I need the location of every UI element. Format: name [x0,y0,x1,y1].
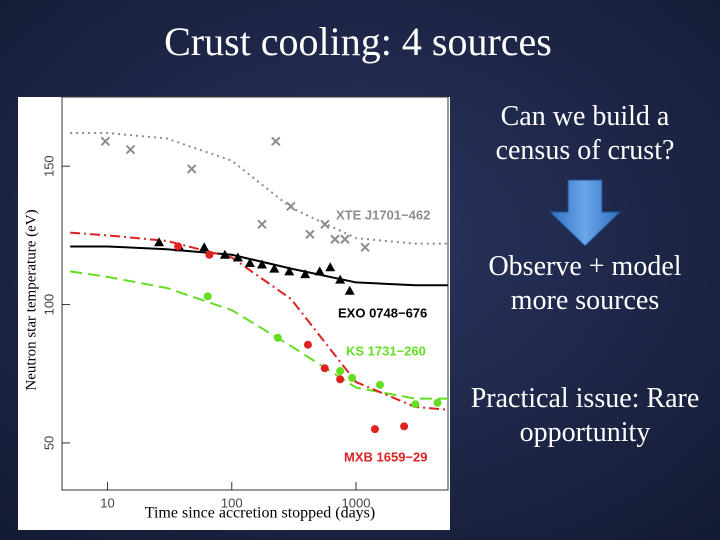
point [199,242,210,252]
point [376,380,385,389]
point [286,201,296,212]
plot-panel [18,97,450,530]
y-tick-label: 50 [41,436,56,450]
legend-label: EXO 0748−676 [338,305,427,320]
point [344,285,355,295]
y-axis-label: Neutron star temperature (eV) [23,209,39,390]
point [232,252,243,262]
model-curve [70,231,448,411]
model-curve [69,270,448,400]
point [433,398,442,407]
point [314,266,325,276]
down-arrow [548,179,622,247]
point [256,259,267,269]
point [269,263,280,273]
x-axis-label: Time since accretion stopped (days) [145,505,375,522]
point [271,136,281,146]
point [330,234,340,244]
point [203,292,212,301]
point [305,229,315,239]
point [320,364,329,373]
point [244,258,255,268]
point [205,250,214,259]
point [340,234,350,244]
plot-frame [61,96,449,491]
side-text: Can we build a census of crust? [495,101,675,166]
point [360,242,370,252]
legend-label: MXB 1659−29 [344,449,427,464]
point [154,237,165,247]
point [336,375,345,384]
point [300,269,311,279]
point [125,144,136,155]
x-tick-label: 1000 [342,495,371,510]
side-text: Practical issue: Rare opportunity [470,383,700,448]
point [400,422,409,431]
point [100,136,111,146]
side-panel: Can we build a census of crust? Observe … [470,101,700,448]
legend-label: KS 1731−260 [346,343,426,358]
y-tick-label: 100 [41,294,56,316]
point [187,164,197,174]
y-tick-label: 150 [41,155,56,177]
point [303,340,312,349]
legend-label: XTE J1701−462 [336,207,430,222]
slide-title: Crust cooling: 4 sources [164,19,552,64]
side-text: Observe + model more sources [488,251,682,316]
point [174,242,183,251]
point [284,266,295,276]
plot-area [69,131,448,434]
point [320,219,330,230]
point [257,219,267,230]
point [336,366,345,375]
point [273,333,282,342]
point [219,249,230,259]
x-tick-label: 10 [100,495,114,510]
point [348,373,357,382]
x-tick-label: 100 [221,495,243,510]
point [370,425,379,434]
point [325,262,336,272]
point [411,400,420,409]
arrow-box [548,179,622,247]
point [335,274,346,284]
